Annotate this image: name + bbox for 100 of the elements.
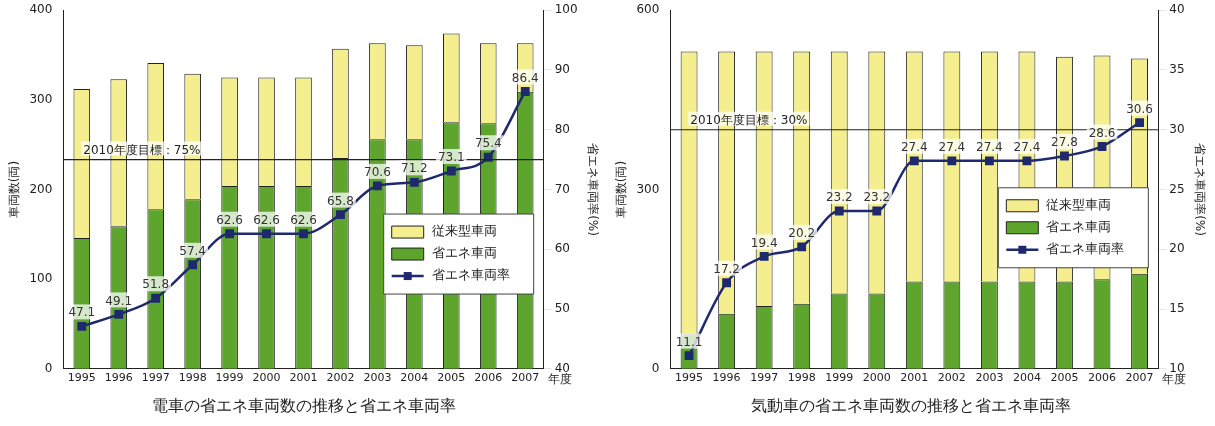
data-label: 62.6 — [290, 212, 317, 227]
x-tick-label: 1998 — [787, 371, 816, 385]
data-label: 27.8 — [1051, 135, 1078, 150]
point — [188, 260, 198, 270]
data-label: 23.2 — [825, 190, 853, 205]
point — [872, 206, 882, 216]
point — [1022, 156, 1032, 166]
x-tick-label: 2002 — [937, 371, 966, 385]
y-tick-label: 400 — [29, 2, 53, 17]
y-axis-title: 車両数(両) — [614, 160, 629, 219]
point — [77, 321, 87, 331]
legend-label: 省エネ車両 — [1046, 219, 1112, 235]
data-label: 20.2 — [788, 226, 816, 240]
data-label: 19.4 — [750, 235, 778, 250]
point — [114, 309, 124, 319]
data-label: 70.6 — [364, 165, 391, 180]
x-tick-label: 1996 — [712, 371, 741, 385]
legend-label: 従来型車両 — [431, 223, 497, 239]
x-tick-label: 2007 — [511, 371, 540, 385]
x-tick-label: 2002 — [326, 371, 355, 385]
point — [225, 229, 235, 239]
data-label: 27.4 — [900, 139, 928, 154]
x-tick-label: 2003 — [363, 371, 392, 385]
x-tick-label: 2003 — [975, 371, 1004, 385]
text: 電車の省エネ車両数の推移と省エネ車両率 — [150, 396, 457, 417]
point — [446, 166, 456, 176]
y2-axis-title: 省エネ車両率(%) — [1192, 143, 1207, 236]
y2-tick-label: 50 — [554, 301, 570, 316]
legend-label: 従来型車両 — [1046, 197, 1112, 213]
x-tick-label: 2000 — [862, 371, 891, 385]
x-tick-label: 1995 — [67, 371, 96, 385]
legend-label: 省エネ車両率 — [431, 267, 510, 283]
x-tick-label: 2005 — [437, 371, 466, 385]
point — [909, 156, 919, 166]
data-label: 65.8 — [327, 193, 354, 208]
point — [1060, 151, 1069, 161]
data-label: 51.8 — [142, 277, 170, 292]
text: 気動車の省エネ車両数の推移と省エネ車両率 — [749, 396, 1072, 417]
data-label: 73.1 — [437, 150, 465, 165]
x-tick-label: 2001 — [289, 371, 318, 385]
data-label: 71.2 — [401, 161, 428, 176]
x-tick-label: 1997 — [750, 371, 779, 385]
y-tick-label: 300 — [29, 91, 53, 106]
point — [151, 293, 161, 303]
y2-tick-label: 70 — [554, 181, 570, 196]
x-tick-label: 2004 — [1012, 371, 1041, 385]
ref-line-label: 2010年度目標：30% — [690, 112, 808, 127]
point — [336, 210, 345, 220]
data-label: 49.1 — [105, 293, 133, 308]
x-tick-label: 2001 — [900, 371, 929, 385]
point — [834, 206, 844, 216]
y-tick-label: 600 — [636, 2, 660, 17]
y2-tick-label: 90 — [554, 62, 570, 77]
point — [299, 229, 308, 239]
y2-axis-title: 省エネ車両率(%) — [585, 143, 600, 236]
data-label: 11.1 — [675, 334, 703, 349]
point — [759, 252, 769, 261]
x-tick-label: 2000 — [252, 371, 281, 385]
data-label: 28.6 — [1088, 125, 1116, 140]
data-label: 27.4 — [1013, 139, 1041, 154]
data-label: 86.4 — [511, 70, 539, 85]
y-tick-label: 0 — [651, 360, 660, 375]
x-tick-label: 2006 — [474, 371, 503, 385]
data-label: 27.4 — [938, 139, 966, 154]
y-tick-label: 300 — [636, 181, 660, 196]
data-label: 62.6 — [253, 212, 280, 227]
y-axis-title: 車両数(両) — [7, 160, 22, 219]
legend-label: 省エネ車両 — [431, 245, 497, 261]
point — [1135, 118, 1144, 127]
y2-tick-label: 15 — [1169, 301, 1185, 316]
point — [262, 229, 271, 239]
point — [409, 177, 419, 187]
y2-tick-label: 60 — [554, 241, 570, 256]
data-label: 17.2 — [713, 261, 740, 276]
point — [1097, 142, 1107, 151]
y-tick-label: 0 — [44, 360, 53, 375]
x-tick-label: 2006 — [1088, 371, 1117, 385]
point — [520, 87, 530, 96]
data-label: 23.2 — [863, 190, 891, 205]
x-tick-label: 2004 — [400, 371, 429, 385]
point — [947, 156, 957, 166]
x-tick-label: 1999 — [825, 371, 854, 385]
x-tick-label: 1996 — [104, 371, 133, 385]
data-label: 30.6 — [1126, 101, 1153, 116]
x-tick-label: 2007 — [1125, 371, 1154, 385]
y2-tick-label: 40 — [1169, 2, 1185, 17]
y2-tick-label: 20 — [1169, 241, 1185, 256]
y2-tick-label: 80 — [554, 121, 570, 136]
y-tick-label: 100 — [29, 271, 53, 286]
data-label: 75.4 — [474, 136, 502, 151]
y-tick-label: 200 — [29, 181, 53, 196]
x-tick-label: 1999 — [215, 371, 244, 385]
x-tick-label: 1997 — [141, 371, 170, 385]
point — [984, 156, 994, 166]
x-tick-label: 2005 — [1050, 371, 1079, 385]
ref-line-label: 2010年度目標：75% — [83, 142, 201, 157]
point — [372, 181, 382, 191]
y2-tick-label: 35 — [1169, 62, 1185, 77]
data-label: 27.4 — [976, 139, 1003, 154]
legend-label: 省エネ車両率 — [1046, 241, 1125, 257]
